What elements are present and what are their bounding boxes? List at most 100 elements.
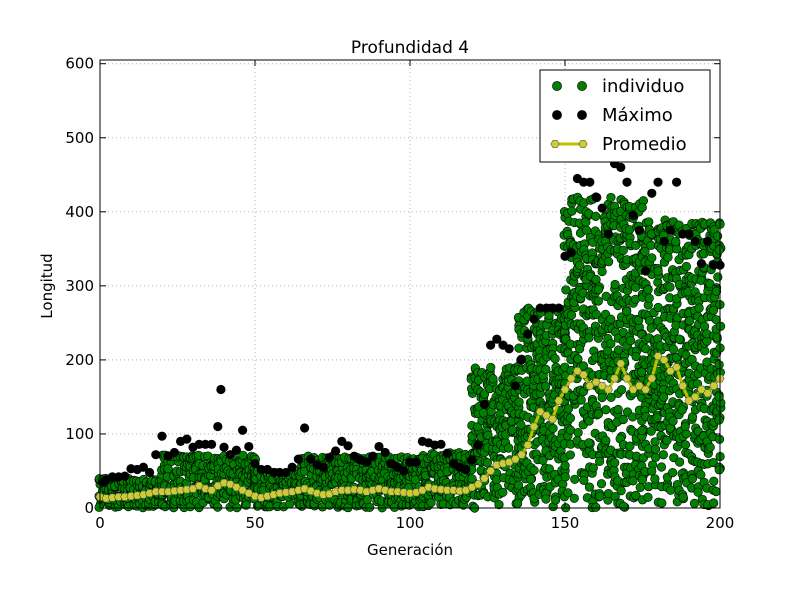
individuo-point [662,435,672,445]
promedio-point [157,487,167,496]
maximo-point [672,177,682,187]
individuo-point [567,206,577,216]
y-tick-label: 400 [65,203,94,221]
individuo-point [705,442,715,452]
x-tick-label: 0 [95,514,105,532]
y-tick-label: 500 [65,129,94,147]
promedio-point [101,494,111,503]
individuo-point [483,430,493,440]
maximo-point [216,384,226,395]
individuo-point [486,362,496,373]
individuo-point [714,415,724,425]
promedio-point [399,488,409,497]
individuo-point [513,480,524,490]
individuo-point [709,476,719,486]
individuo-point [647,466,657,476]
promedio-point [281,488,291,497]
individuo-point [565,425,576,435]
maximo-point [281,467,291,478]
individuo-point [584,333,594,343]
individuo-point [618,414,628,425]
individuo-point [584,482,595,492]
maximo-point [684,229,694,239]
individuo-point [365,502,375,512]
individuo-point [593,409,604,419]
individuo-point [541,381,551,391]
individuo-point [548,423,558,434]
promedio-point [523,441,533,449]
maximo-point [436,439,446,449]
individuo-point [601,435,611,446]
individuo-point [573,428,583,438]
individuo-point [712,231,723,241]
individuo-point [591,211,601,222]
individuo-point [241,500,251,510]
individuo-point [657,498,667,508]
individuo-point [595,491,605,501]
maximo-point [145,467,155,478]
individuo-point [595,456,605,466]
maximo-point [653,177,663,187]
individuo-point [618,245,628,255]
x-tick-label: 150 [551,514,580,532]
individuo-point [426,498,436,508]
promedio-point [455,487,465,495]
maximo-point [306,454,316,464]
maximo-point [250,458,260,469]
maximo-point [616,162,626,172]
individuo-point [591,502,601,512]
individuo-point [570,474,580,484]
individuo-point [563,404,574,414]
promedio-point [132,491,142,500]
individuo-point [625,441,635,451]
legend-label: Promedio [602,134,687,155]
individuo-point [94,502,104,512]
individuo-point [551,495,561,505]
promedio-point [672,363,682,372]
individuo-point [635,482,645,493]
promedio-point [207,486,217,495]
individuo-point [591,274,601,285]
promedio-point [641,385,651,394]
maximo-point [628,210,638,221]
legend-marker [552,81,562,91]
promedio-point [479,474,489,483]
promedio-point [616,359,626,368]
promedio-point [442,486,452,495]
individuo-point [677,405,687,415]
maximo-point [554,303,564,313]
promedio-point [690,393,700,401]
promedio-point [659,356,669,364]
individuo-point [606,314,616,324]
promedio-point [678,381,688,390]
individuo-point [674,334,684,344]
promedio-point [610,374,620,383]
individuo-point [593,284,604,295]
maximo-point [529,314,539,324]
individuo-point [565,413,575,423]
maximo-point [641,266,651,276]
individuo-point [711,286,722,296]
individuo-point [625,336,636,346]
individuo-point [631,490,641,500]
maximo-point [120,471,130,481]
individuo-point [671,237,681,247]
promedio-point [386,487,396,496]
promedio-point [486,467,496,475]
legend-label: Máximo [602,105,673,126]
individuo-point [658,450,668,460]
maximo-point [151,450,161,460]
maximo-point [343,441,353,451]
maximo-point [368,451,378,461]
x-tick-label: 100 [396,514,425,532]
maximo-point [461,464,471,475]
individuo-point [668,468,678,478]
plot-area [94,159,726,513]
promedio-point [647,374,657,383]
individuo-point [644,316,655,326]
individuo-point [715,321,726,331]
individuo-point [628,476,638,486]
promedio-point [318,490,328,499]
individuo-point [665,282,675,292]
